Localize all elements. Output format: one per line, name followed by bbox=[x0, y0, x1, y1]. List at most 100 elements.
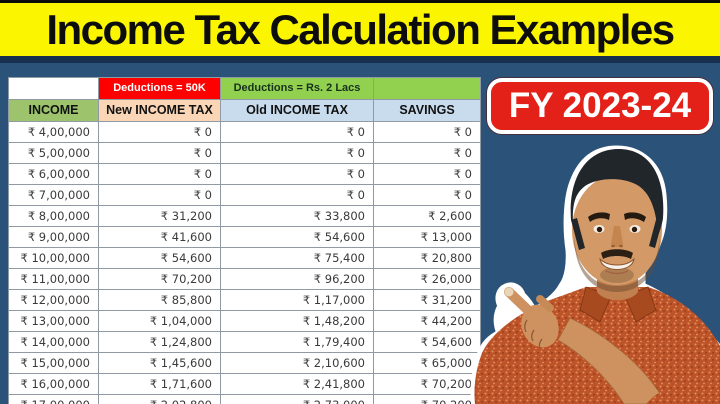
table-cell: ₹ 1,71,600 bbox=[98, 373, 221, 395]
table-row: ₹ 16,00,000 ₹ 1,71,600 ₹ 2,41,800 ₹ 70,200 bbox=[8, 373, 481, 395]
table-row: ₹ 4,00,000 ₹ 0 ₹ 0 ₹ 0 bbox=[8, 121, 481, 143]
table-cell: ₹ 11,00,000 bbox=[8, 268, 99, 290]
table-cell: ₹ 0 bbox=[373, 184, 481, 206]
table-cell: ₹ 5,00,000 bbox=[8, 142, 99, 164]
eyes bbox=[593, 225, 641, 233]
table-cell: ₹ 0 bbox=[220, 142, 374, 164]
table-cell: ₹ 2,02,800 bbox=[98, 394, 221, 404]
table-cell: ₹ 17,00,000 bbox=[8, 394, 99, 404]
table-row: ₹ 13,00,000 ₹ 1,04,000 ₹ 1,48,200 ₹ 44,200 bbox=[8, 310, 481, 332]
table-row: ₹ 5,00,000 ₹ 0 ₹ 0 ₹ 0 bbox=[8, 142, 481, 164]
table-cell: ₹ 96,200 bbox=[220, 268, 374, 290]
table-cell: ₹ 85,800 bbox=[98, 289, 221, 311]
table-cell: ₹ 2,10,600 bbox=[220, 352, 374, 374]
table-cell: ₹ 54,600 bbox=[98, 247, 221, 269]
sideburn-right bbox=[649, 216, 663, 248]
smile bbox=[599, 257, 635, 270]
table-cell: ₹ 54,600 bbox=[220, 226, 374, 248]
pointing-hand bbox=[504, 287, 559, 349]
table-cell: ₹ 1,04,000 bbox=[98, 310, 221, 332]
table-cell: ₹ 7,00,000 bbox=[8, 184, 99, 206]
table-cell: ₹ 1,45,600 bbox=[98, 352, 221, 374]
table-cell: ₹ 0 bbox=[98, 121, 221, 143]
table-row: ₹ 9,00,000 ₹ 41,600 ₹ 54,600 ₹ 13,000 bbox=[8, 226, 481, 248]
table-row: ₹ 7,00,000 ₹ 0 ₹ 0 ₹ 0 bbox=[8, 184, 481, 206]
table-cell: ₹ 16,00,000 bbox=[8, 373, 99, 395]
table-row: ₹ 12,00,000 ₹ 85,800 ₹ 1,17,000 ₹ 31,200 bbox=[8, 289, 481, 311]
nose bbox=[611, 226, 623, 247]
table-cell: ₹ 13,00,000 bbox=[8, 310, 99, 332]
table-row: ₹ 15,00,000 ₹ 1,45,600 ₹ 2,10,600 ₹ 65,000 bbox=[8, 352, 481, 374]
top-border bbox=[0, 0, 720, 3]
table-cell: ₹ 10,00,000 bbox=[8, 247, 99, 269]
table-body: ₹ 4,00,000 ₹ 0 ₹ 0 ₹ 0 ₹ 5,00,000 ₹ 0 ₹ 0 ₹ 0 ₹ … bbox=[8, 121, 481, 404]
title-banner: Income Tax Calculation Examples bbox=[0, 3, 720, 56]
table-cell: ₹ 13,000 bbox=[373, 226, 481, 248]
table-cell: ₹ 12,00,000 bbox=[8, 289, 99, 311]
sleeve bbox=[638, 372, 720, 404]
deduction-old-header: Deductions = Rs. 2 Lacs bbox=[220, 77, 374, 100]
person-hair bbox=[570, 148, 664, 235]
col-header-new-tax: New INCOME TAX bbox=[98, 99, 221, 122]
table-cell: ₹ 44,200 bbox=[373, 310, 481, 332]
table-row: ₹ 14,00,000 ₹ 1,24,800 ₹ 1,79,400 ₹ 54,600 bbox=[8, 331, 481, 353]
table-cell: ₹ 8,00,000 bbox=[8, 205, 99, 227]
savings-group-cell bbox=[373, 77, 481, 100]
table-row: ₹ 8,00,000 ₹ 31,200 ₹ 33,800 ₹ 2,600 bbox=[8, 205, 481, 227]
sideburn-left bbox=[571, 218, 585, 250]
deductions-header-row: Deductions = 50K Deductions = Rs. 2 Lacs bbox=[8, 77, 481, 100]
content-stage: Deductions = 50K Deductions = Rs. 2 Lacs… bbox=[0, 63, 720, 404]
banner-divider bbox=[0, 56, 720, 63]
deduction-new-header: Deductions = 50K bbox=[98, 77, 221, 100]
table-cell: ₹ 15,00,000 bbox=[8, 352, 99, 374]
col-header-old-tax: Old INCOME TAX bbox=[220, 99, 374, 122]
eyebrow-right bbox=[624, 212, 646, 222]
table-row: ₹ 6,00,000 ₹ 0 ₹ 0 ₹ 0 bbox=[8, 163, 481, 185]
table-row: ₹ 17,00,000₹ 2,02,800₹ 2,73,000₹ 70,200 bbox=[8, 394, 481, 404]
column-header-row: INCOME New INCOME TAX Old INCOME TAX SAV… bbox=[8, 99, 481, 122]
table-cell: ₹ 75,400 bbox=[220, 247, 374, 269]
table-cell: ₹ 1,79,400 bbox=[220, 331, 374, 353]
table-cell: ₹ 70,200 bbox=[373, 394, 481, 404]
fy-badge: FY 2023-24 bbox=[487, 78, 713, 134]
table-cell: ₹ 54,600 bbox=[373, 331, 481, 353]
lower-lip bbox=[605, 270, 629, 275]
table-cell: ₹ 1,24,800 bbox=[98, 331, 221, 353]
table-row: ₹ 10,00,000 ₹ 54,600 ₹ 75,400 ₹ 20,800 bbox=[8, 247, 481, 269]
table-row: ₹ 11,00,000 ₹ 70,200 ₹ 96,200 ₹ 26,000 bbox=[8, 268, 481, 290]
table-cell: ₹ 20,800 bbox=[373, 247, 481, 269]
table-cell: ₹ 0 bbox=[220, 121, 374, 143]
table-cell: ₹ 6,00,000 bbox=[8, 163, 99, 185]
mustache bbox=[601, 249, 633, 259]
col-header-income: INCOME bbox=[8, 99, 99, 122]
nostril-right bbox=[619, 244, 623, 248]
table-cell: ₹ 9,00,000 bbox=[8, 226, 99, 248]
nostril-left bbox=[611, 244, 615, 248]
table-cell: ₹ 0 bbox=[220, 163, 374, 185]
table-cell: ₹ 70,200 bbox=[373, 373, 481, 395]
table-cell: ₹ 4,00,000 bbox=[8, 121, 99, 143]
presenter-photo bbox=[470, 145, 720, 404]
table-cell: ₹ 31,200 bbox=[373, 289, 481, 311]
table-cell: ₹ 41,600 bbox=[98, 226, 221, 248]
table-cell: ₹ 0 bbox=[98, 184, 221, 206]
page-title: Income Tax Calculation Examples bbox=[46, 5, 675, 53]
table-cell: ₹ 2,73,000 bbox=[220, 394, 374, 404]
table-cell: ₹ 1,48,200 bbox=[220, 310, 374, 332]
table-cell: ₹ 0 bbox=[98, 163, 221, 185]
table-cell: ₹ 1,17,000 bbox=[220, 289, 374, 311]
table-cell: ₹ 70,200 bbox=[98, 268, 221, 290]
table-cell: ₹ 26,000 bbox=[373, 268, 481, 290]
table-cell: ₹ 2,600 bbox=[373, 205, 481, 227]
table-cell: ₹ 0 bbox=[373, 163, 481, 185]
table-cell: ₹ 0 bbox=[373, 142, 481, 164]
table-cell: ₹ 0 bbox=[220, 184, 374, 206]
income-tax-table: Deductions = 50K Deductions = Rs. 2 Lacs… bbox=[8, 77, 481, 404]
table-cell: ₹ 0 bbox=[373, 121, 481, 143]
eyebrow-left bbox=[588, 212, 610, 222]
blank-header-cell bbox=[8, 77, 99, 100]
table-cell: ₹ 14,00,000 bbox=[8, 331, 99, 353]
table-cell: ₹ 0 bbox=[98, 142, 221, 164]
table-cell: ₹ 65,000 bbox=[373, 352, 481, 374]
